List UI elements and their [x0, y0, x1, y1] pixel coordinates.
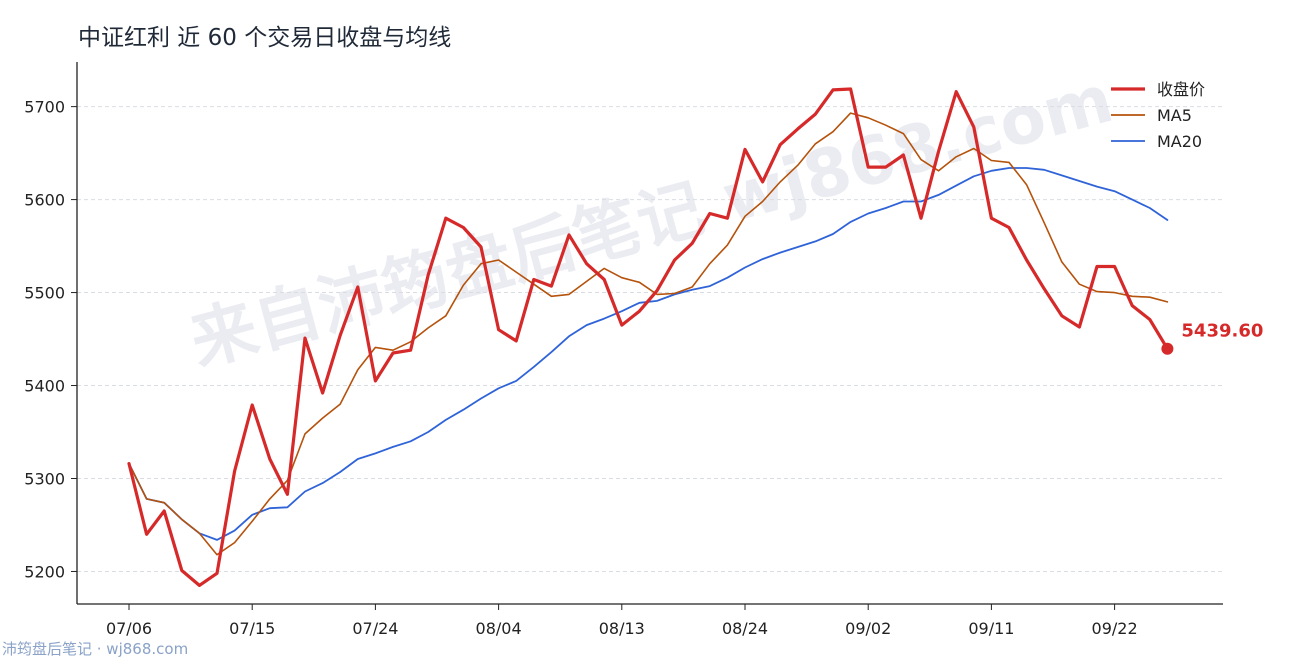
y-tick-label: 5700	[24, 98, 65, 117]
series-lines: 5439.60	[127, 87, 1263, 588]
gridlines	[77, 106, 1223, 572]
x-tick-label: 09/22	[1092, 619, 1138, 638]
x-tick-label: 07/15	[229, 619, 275, 638]
legend-label: MA5	[1157, 106, 1192, 125]
series-close-line	[127, 87, 1170, 588]
x-tick-label: 07/06	[106, 619, 152, 638]
legend: 收盘价 MA5 MA20	[1111, 80, 1205, 151]
last-close-point	[1161, 342, 1174, 355]
x-tick-label: 07/24	[352, 619, 398, 638]
x-tick-label: 08/13	[599, 619, 645, 638]
y-tick-label: 5500	[24, 284, 65, 303]
y-tick-label: 5400	[24, 377, 65, 396]
y-tick-label: 5200	[24, 562, 65, 581]
legend-label: MA20	[1157, 132, 1202, 151]
x-tick-label: 08/24	[722, 619, 768, 638]
series-ma5-line	[128, 112, 1169, 556]
axes: 5200 5300 5400 5500 5600 5700 07/06 07/15 07/24 0…	[24, 62, 1223, 638]
footer-source: 沛筠盘后笔记 · wj868.com	[2, 640, 189, 658]
x-tick-label: 09/02	[845, 619, 891, 638]
y-tick-label: 5600	[24, 191, 65, 210]
last-close-label: 5439.60	[1181, 321, 1263, 342]
legend-label: 收盘价	[1157, 80, 1205, 99]
x-tick-label: 08/04	[476, 619, 522, 638]
chart-title: 中证红利 近 60 个交易日收盘与均线	[78, 25, 452, 51]
x-tick-label: 09/11	[968, 619, 1014, 638]
y-tick-label: 5300	[24, 469, 65, 488]
